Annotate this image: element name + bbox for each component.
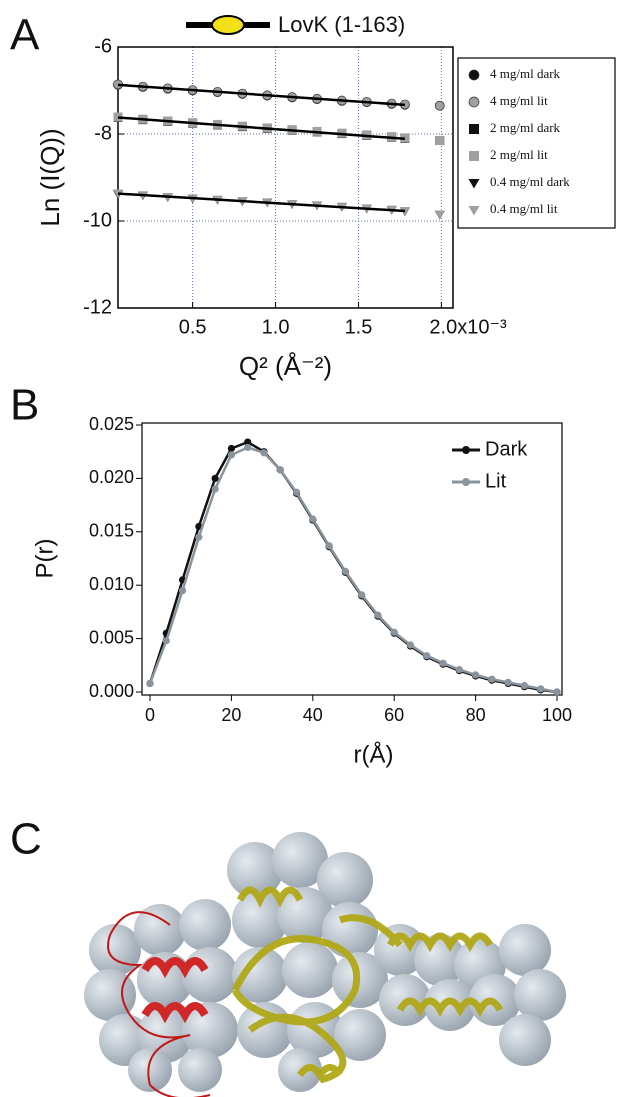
point <box>472 671 480 679</box>
point <box>439 659 447 667</box>
legend-label: 0.4 mg/ml lit <box>490 201 558 216</box>
legend-marker <box>468 206 480 216</box>
point <box>406 641 415 649</box>
y-tick-label: -8 <box>94 122 112 144</box>
x-tick-label: 60 <box>384 705 404 725</box>
y-tick-label: 0.020 <box>89 467 134 487</box>
x-tick-label: 0 <box>145 705 155 725</box>
fit-line <box>117 83 405 107</box>
x-axis-label: Q² (Å⁻²) <box>239 351 332 381</box>
y-tick-label: -10 <box>83 209 112 231</box>
point <box>178 586 187 595</box>
fit-line <box>117 192 405 213</box>
panel-label: A <box>10 11 40 60</box>
marker <box>434 100 445 111</box>
point <box>227 444 235 453</box>
structure-image <box>84 832 566 1097</box>
y-tick-label: -12 <box>83 296 112 318</box>
legend-label: 4 mg/ml dark <box>490 66 561 81</box>
x-tick-label: 80 <box>466 705 486 725</box>
x-tick-label: 20 <box>221 705 241 725</box>
point <box>488 675 496 683</box>
legend-label: Dark <box>485 438 528 460</box>
point <box>423 652 431 660</box>
legend-label: 4 mg/ml lit <box>490 93 548 108</box>
legend-swatch <box>462 478 470 486</box>
point <box>309 515 317 523</box>
point <box>341 567 349 575</box>
point <box>276 466 284 474</box>
panel-label: C <box>10 815 42 864</box>
y-tick-label: 0.005 <box>89 627 134 647</box>
point <box>227 451 235 459</box>
plot-frame <box>117 46 454 309</box>
y-axis-label: Ln (I(Q)) <box>35 128 65 226</box>
point <box>260 449 268 457</box>
x-tick-label: 1.5 <box>345 316 373 338</box>
point <box>244 438 252 446</box>
marker <box>435 136 445 146</box>
x-tick-label: 2.0x10⁻³ <box>429 316 507 338</box>
marker <box>113 112 123 122</box>
legend-label: Lit <box>485 470 507 492</box>
plot-frame <box>141 422 563 696</box>
fit-line <box>117 116 405 141</box>
point <box>390 628 398 636</box>
y-tick-label: 0.015 <box>89 521 134 541</box>
point <box>504 678 512 686</box>
legend-marker <box>469 124 479 134</box>
point <box>358 591 366 599</box>
point <box>211 474 219 482</box>
legend-marker <box>468 69 480 81</box>
legend-marker <box>469 151 479 161</box>
point <box>537 685 545 693</box>
x-tick-label: 0.5 <box>179 316 207 338</box>
legend-marker <box>468 96 480 108</box>
x-axis-label: r(Å) <box>354 740 394 768</box>
y-tick-label: 0.025 <box>89 414 134 434</box>
point <box>553 688 561 696</box>
legend-label: 0.4 mg/ml dark <box>490 174 570 189</box>
marker <box>399 206 410 216</box>
point <box>162 637 170 645</box>
point <box>292 488 301 496</box>
point <box>374 611 382 619</box>
point <box>146 679 154 688</box>
y-tick-label: 0.000 <box>89 681 134 701</box>
chart-title: LovK (1-163) <box>278 12 405 37</box>
panel-label: B <box>10 381 39 430</box>
point <box>195 533 203 541</box>
legend-label: 2 mg/ml lit <box>490 147 548 162</box>
point <box>455 665 463 674</box>
marker <box>434 210 445 219</box>
x-tick-label: 100 <box>542 705 572 725</box>
legend-label: 2 mg/ml dark <box>490 120 561 135</box>
y-tick-label: -6 <box>94 35 112 57</box>
point <box>325 542 333 550</box>
legend-marker <box>468 179 480 189</box>
y-tick-label: 0.010 <box>89 574 134 594</box>
y-axis-label: P(r) <box>31 539 58 579</box>
point <box>520 681 529 690</box>
x-tick-label: 1.0 <box>262 316 290 338</box>
legend-box <box>457 57 616 229</box>
title-symbol <box>211 15 245 35</box>
point <box>211 485 219 493</box>
point <box>244 443 252 452</box>
x-tick-label: 40 <box>303 705 323 725</box>
legend-swatch <box>462 446 470 454</box>
